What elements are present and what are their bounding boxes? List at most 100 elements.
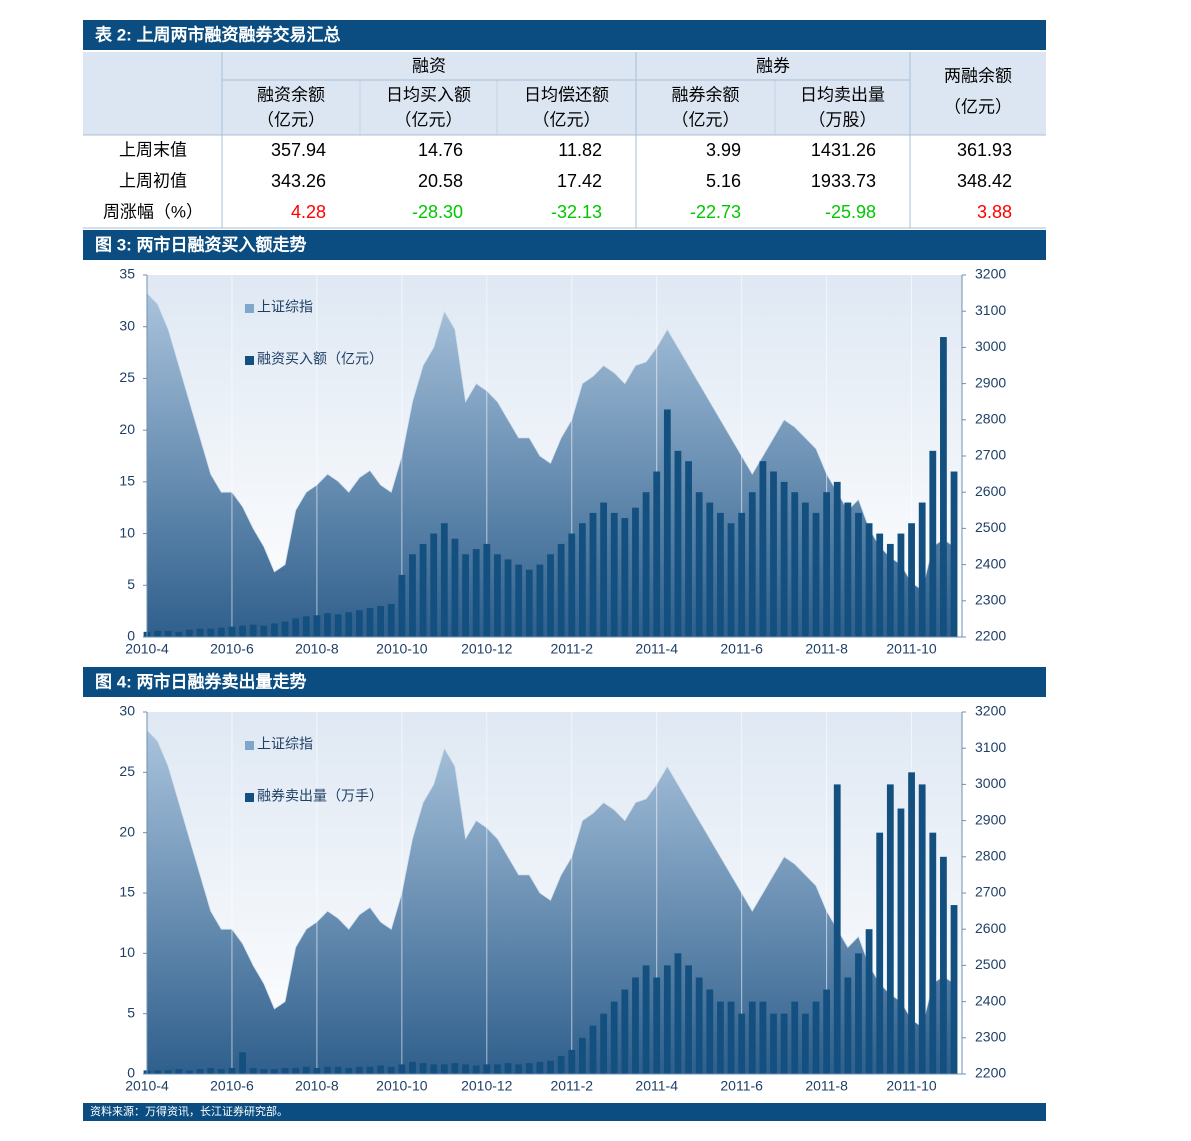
y2-tick-label: 2500 xyxy=(975,956,1006,972)
bar xyxy=(918,784,926,1074)
bar xyxy=(621,518,629,637)
x-tick-label: 2011-10 xyxy=(886,641,937,657)
bar xyxy=(228,626,236,637)
y-tick-label: 10 xyxy=(119,524,135,540)
bar xyxy=(271,623,278,637)
column-header: 日均买入额 xyxy=(386,85,471,104)
table-cell: 17.42 xyxy=(557,171,602,191)
bar xyxy=(663,965,671,1074)
bar xyxy=(217,1069,225,1074)
bar xyxy=(462,554,469,637)
bar xyxy=(494,1064,501,1074)
y2-tick-label: 3200 xyxy=(975,266,1006,282)
bar xyxy=(164,1070,172,1074)
bar xyxy=(600,1013,608,1074)
bar xyxy=(239,625,246,637)
row-label: 上周初值 xyxy=(119,171,187,190)
bar xyxy=(685,461,692,637)
bar xyxy=(621,989,629,1074)
source: 资料来源：万得资讯，长江证券研究部。 xyxy=(90,1104,288,1118)
bar xyxy=(855,512,862,637)
bar xyxy=(706,502,714,637)
bar xyxy=(536,564,544,637)
y2-tick-label: 2900 xyxy=(975,811,1006,827)
bar xyxy=(334,614,342,637)
bar xyxy=(292,618,300,637)
bar xyxy=(366,608,374,637)
bar xyxy=(430,1064,438,1074)
x-tick-label: 2011-4 xyxy=(635,641,678,657)
x-tick-label: 2010-8 xyxy=(295,1078,339,1094)
y-tick-label: 25 xyxy=(119,369,135,385)
bar xyxy=(568,1049,576,1074)
bar xyxy=(578,523,586,637)
bar xyxy=(451,538,459,637)
bar xyxy=(674,450,682,637)
bar xyxy=(228,1067,236,1074)
bar xyxy=(334,1066,342,1074)
bar xyxy=(918,502,926,637)
bar xyxy=(610,512,618,637)
bar xyxy=(281,621,289,637)
bar xyxy=(419,543,427,637)
x-tick-label: 2011-8 xyxy=(805,1078,848,1094)
x-tick-label: 2010-12 xyxy=(461,641,513,657)
y-tick-label: 0 xyxy=(127,1065,135,1081)
bar xyxy=(377,1065,385,1074)
title-bar xyxy=(83,230,1046,260)
group-header: 融资 xyxy=(412,56,446,75)
legend-label: 融券卖出量（万手） xyxy=(257,788,383,804)
row-label: 上周末值 xyxy=(119,140,187,159)
table-cell: -25.98 xyxy=(825,202,876,222)
y-tick-label: 10 xyxy=(119,944,135,960)
bar xyxy=(897,533,905,637)
bar xyxy=(154,630,162,637)
bar xyxy=(302,616,310,637)
bar xyxy=(706,989,714,1074)
bar xyxy=(271,1069,278,1074)
y2-tick-label: 2400 xyxy=(975,555,1006,571)
bar xyxy=(366,1066,374,1074)
y2-tick-label: 3200 xyxy=(975,703,1006,719)
y2-tick-label: 2200 xyxy=(975,1065,1006,1081)
x-tick-label: 2010-6 xyxy=(210,641,254,657)
bar xyxy=(833,784,841,1074)
bar xyxy=(855,953,862,1074)
bar xyxy=(483,543,491,637)
bar xyxy=(504,1063,512,1074)
bar xyxy=(642,965,650,1074)
y2-tick-label: 2600 xyxy=(975,920,1006,936)
legend-swatch xyxy=(245,356,254,365)
bar xyxy=(409,554,416,637)
bar xyxy=(440,1064,448,1074)
bar xyxy=(865,523,873,637)
bar xyxy=(196,1069,204,1074)
y2-tick-label: 2400 xyxy=(975,992,1006,1008)
table-cell: 11.82 xyxy=(558,140,602,160)
column-header: 融资余额 xyxy=(257,85,325,104)
legend-label: 融资买入额（亿元） xyxy=(257,351,383,367)
bar xyxy=(186,1070,193,1074)
bar xyxy=(908,772,915,1074)
bar xyxy=(398,1064,406,1074)
bar xyxy=(801,1013,809,1074)
table-cell: 3.99 xyxy=(706,140,741,160)
x-tick-label: 2011-6 xyxy=(720,1078,763,1094)
y-tick-label: 20 xyxy=(119,823,135,839)
bar xyxy=(387,603,395,637)
bar xyxy=(759,1001,767,1074)
bar xyxy=(685,965,692,1074)
bar xyxy=(440,523,448,637)
bar xyxy=(281,1067,289,1074)
y2-tick-label: 2300 xyxy=(975,1029,1006,1045)
y-tick-label: 15 xyxy=(119,473,135,489)
bar xyxy=(738,1013,746,1074)
bar xyxy=(748,1001,756,1074)
bar xyxy=(313,1067,321,1074)
y2-tick-label: 2500 xyxy=(975,519,1006,535)
bar xyxy=(886,784,894,1074)
y2-tick-label: 3100 xyxy=(975,302,1006,318)
bar xyxy=(186,629,193,637)
table-cell: 14.76 xyxy=(418,140,463,160)
column-header: 融券余额 xyxy=(672,85,740,104)
